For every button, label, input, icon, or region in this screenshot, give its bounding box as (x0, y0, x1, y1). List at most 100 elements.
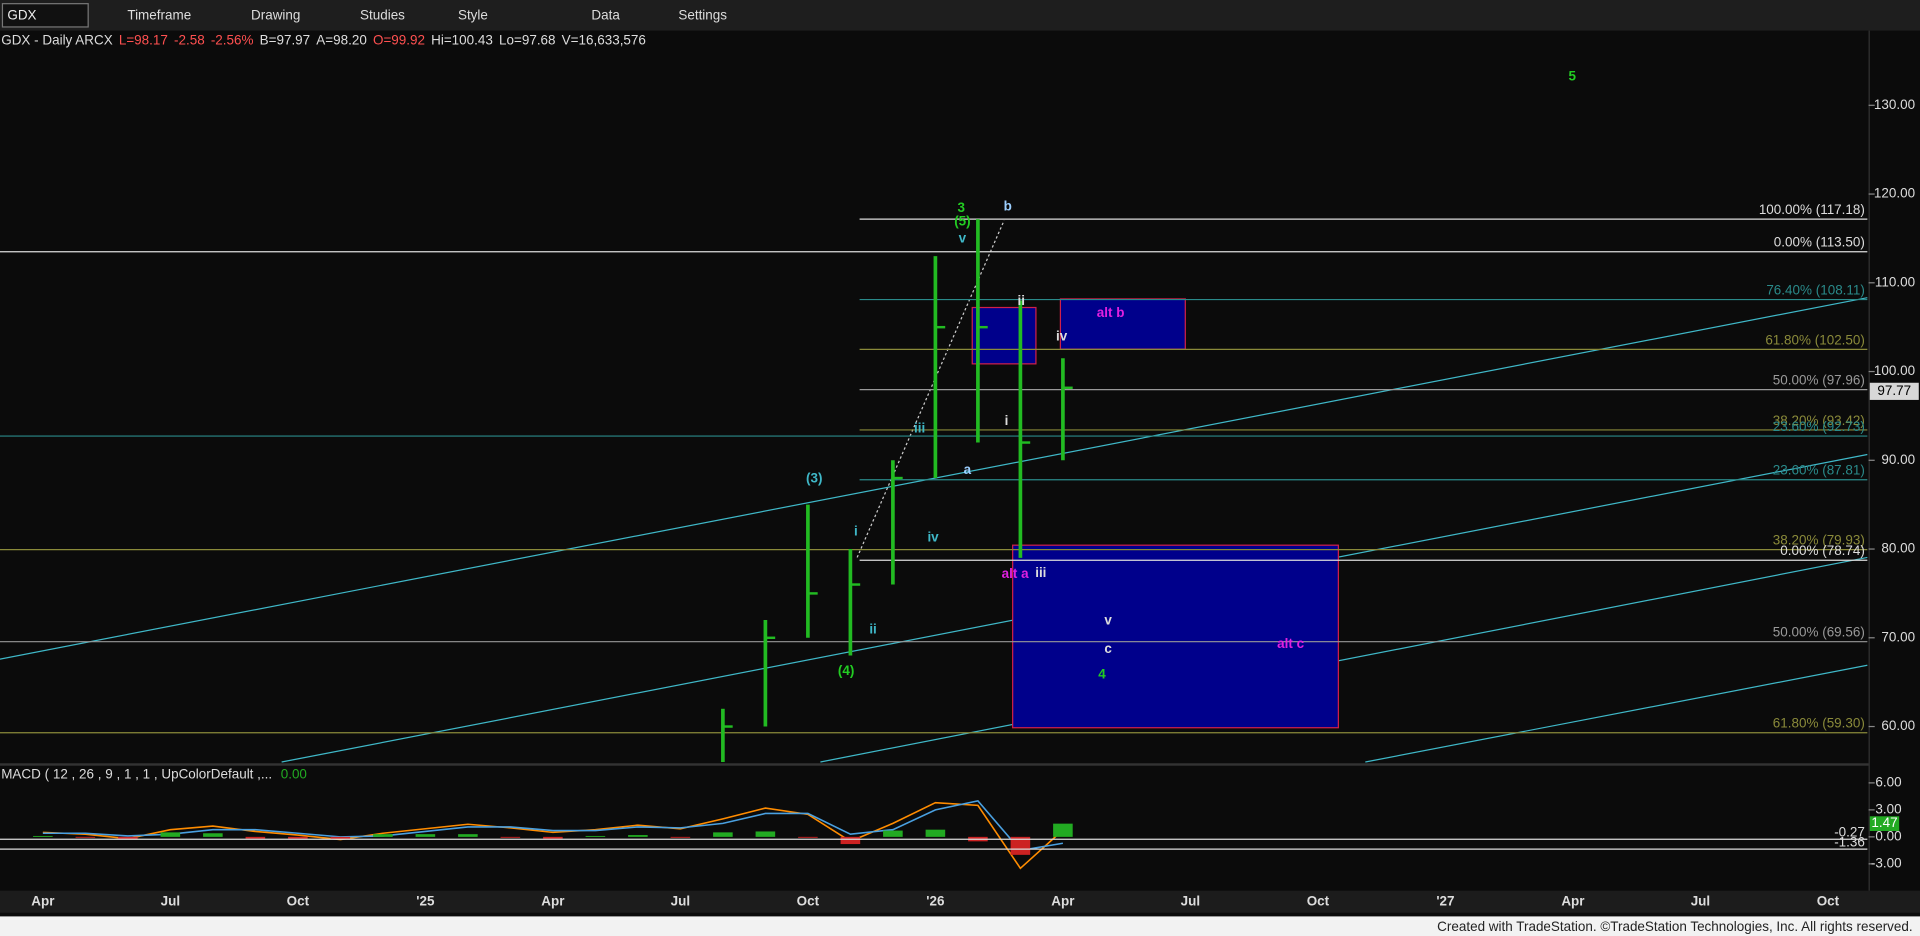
header-item: Hi=100.43 (431, 32, 493, 47)
toolbar-button[interactable]: Drawing (251, 7, 300, 22)
macd-line (42, 801, 1064, 870)
wave-label: 4 (1098, 667, 1106, 682)
panel-divider (0, 763, 1869, 766)
wave-label: iv (927, 529, 939, 544)
toolbar-button[interactable]: Settings (678, 7, 727, 22)
wave-label: iii (914, 420, 925, 435)
header-item: GDX - Daily ARCX (1, 32, 112, 47)
histogram-bar (500, 836, 521, 838)
fib-label: 23.60% (92.73) (1773, 419, 1865, 434)
y-tick-label: 6.00 (1875, 774, 1901, 789)
symbol-input[interactable]: GDX (7, 7, 36, 22)
histogram-bar (670, 836, 691, 838)
fib-label: 61.80% (102.50) (1765, 332, 1865, 347)
x-tick-label: '27 (1436, 893, 1454, 908)
histogram-bar (1053, 823, 1073, 837)
toolbar-button[interactable]: Timeframe (127, 7, 191, 22)
x-tick-label: Apr (31, 893, 55, 908)
histogram-bar (713, 832, 733, 837)
channel-line (820, 556, 1868, 763)
fib-label: 50.00% (97.96) (1773, 373, 1865, 388)
x-tick-label: Jul (1181, 893, 1200, 908)
histogram-bar (585, 835, 606, 837)
wave-label: iii (1035, 565, 1046, 580)
marker-box (1869, 816, 1900, 831)
x-tick-label: '25 (416, 893, 435, 908)
last-price-box (1869, 382, 1919, 400)
histogram-bar (840, 836, 861, 845)
wave-label: i (1005, 413, 1009, 428)
y-tick-label: 90.00 (1881, 452, 1915, 467)
histogram-bar (543, 836, 563, 839)
histogram-bar (1010, 836, 1031, 855)
fib-label: 23.60% (87.81) (1773, 463, 1865, 478)
header-item: O=99.92 (373, 32, 425, 47)
y-tick-label: 110.00 (1875, 274, 1915, 289)
wave-label: a (964, 462, 972, 477)
wave-label: alt b (1097, 305, 1125, 320)
histogram-bar (755, 831, 776, 837)
macd-title: MACD ( 12 , 26 , 9 , 1 , 1 , UpColorDefa… (1, 766, 307, 781)
target-box (1012, 544, 1339, 729)
fib-label: 61.80% (59.30) (1773, 716, 1865, 731)
wave-label: 3 (957, 200, 964, 215)
histogram-bar (33, 835, 53, 837)
x-tick-label: Jul (1691, 893, 1710, 908)
marker-label: 1.47 (1871, 815, 1897, 830)
header-item: A=98.20 (316, 32, 367, 47)
target-box (1059, 298, 1186, 350)
header-item: -2.56% (211, 32, 254, 47)
wave-label: (3) (806, 471, 822, 486)
y-tick-label: 60.00 (1881, 718, 1915, 733)
fib-label: 38.20% (79.93) (1773, 533, 1865, 548)
header-item: V=16,633,576 (562, 32, 646, 47)
fib-label: 0.00% (78.74) (1780, 543, 1865, 558)
toolbar-button[interactable]: Style (458, 7, 488, 22)
y-tick-label: 0.00 (1875, 828, 1901, 843)
x-tick-label: Jul (671, 893, 690, 908)
fib-label: 0.00% (113.50) (1774, 235, 1865, 250)
histogram-bar (330, 836, 351, 840)
marker-label: -1.36 (1834, 835, 1865, 850)
time-axis (0, 890, 1920, 913)
histogram-bar (118, 836, 138, 840)
histogram-bar (925, 829, 946, 837)
toolbar-button[interactable]: Data (591, 7, 620, 22)
x-tick-label: Jul (161, 893, 180, 908)
fib-label: 38.20% (93.42) (1773, 413, 1865, 428)
y-tick-label: 130.00 (1874, 97, 1915, 112)
x-tick-label: Apr (1051, 893, 1075, 908)
drawings (0, 220, 1868, 763)
header-item: L=98.17 (119, 32, 168, 47)
wave-label: b (1004, 199, 1012, 214)
x-tick-label: Oct (797, 893, 820, 908)
histogram-bar (160, 832, 181, 837)
wave-label: iv (1056, 328, 1068, 343)
footer: Created with TradeStation. ©TradeStation… (1437, 919, 1912, 934)
x-tick-label: Apr (541, 893, 565, 908)
fib-label: 50.00% (69.56) (1773, 625, 1865, 640)
toolbar-button[interactable]: Studies (360, 7, 405, 22)
histogram-bar (628, 835, 648, 837)
y-tick-label: 100.00 (1874, 363, 1915, 378)
fib-label: 76.40% (108.11) (1766, 283, 1865, 298)
symbol-box[interactable] (1, 3, 89, 28)
histogram-bar (798, 836, 818, 838)
header-item: Lo=97.68 (499, 32, 556, 47)
fib-label: 100.00% (117.18) (1759, 202, 1865, 217)
wave-label: v (959, 230, 967, 245)
x-tick-label: Oct (287, 893, 310, 908)
last-price: 97.77 (1877, 383, 1911, 398)
y-tick-label: -3.00 (1871, 855, 1902, 870)
histogram-bar (245, 836, 266, 839)
wave-label: ii (869, 621, 876, 636)
header-item: B=97.97 (260, 32, 311, 47)
wave-label: c (1104, 641, 1112, 656)
histogram-bar (203, 833, 223, 837)
channel-line (1365, 664, 1868, 763)
histogram-bar (75, 836, 96, 838)
macd-name: MACD ( 12 , 26 , 9 , 1 , 1 , UpColorDefa… (1, 766, 272, 781)
